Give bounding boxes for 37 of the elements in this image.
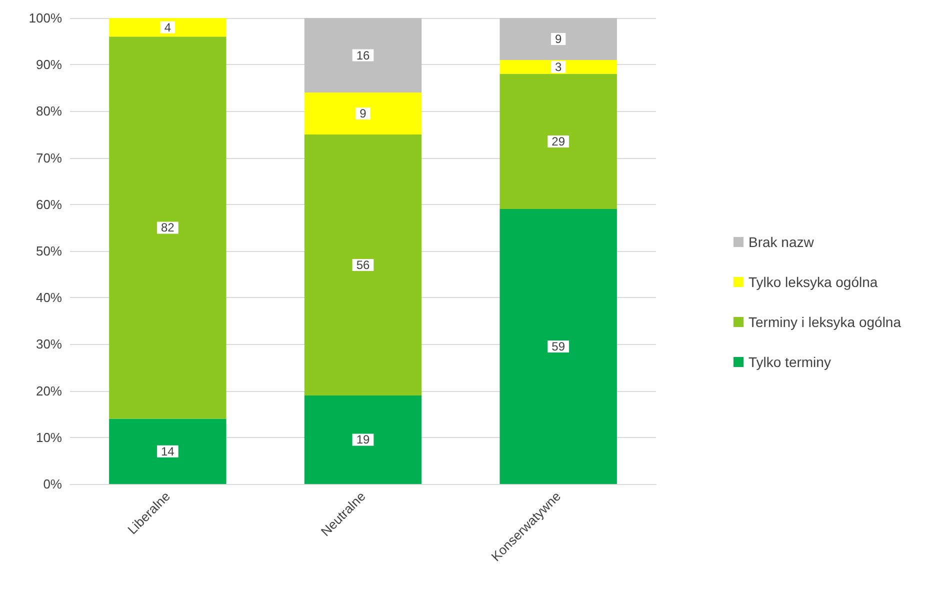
data-label: 4: [164, 20, 172, 34]
data-label: 14: [160, 444, 175, 458]
bar: [500, 74, 617, 210]
y-tick-label: 90%: [36, 57, 62, 72]
bar: [304, 92, 422, 134]
y-tick-label: 0%: [43, 476, 62, 492]
y-tick-label: 40%: [36, 290, 62, 306]
y-tick-label: 30%: [36, 336, 62, 352]
bar: [109, 18, 226, 37]
bar: [304, 395, 422, 484]
data-label: 29: [552, 134, 566, 148]
data-label: 19: [356, 432, 370, 447]
bar: [109, 418, 226, 484]
bar: [304, 134, 422, 396]
data-label: 3: [554, 60, 562, 74]
data-label: 9: [360, 106, 367, 121]
bar: [109, 36, 226, 419]
y-tick-label: 20%: [36, 383, 62, 398]
data-label: 56: [356, 258, 370, 272]
y-tick-label: 80%: [36, 104, 62, 119]
data-label: 59: [552, 340, 566, 354]
data-label: 16: [356, 48, 370, 62]
bar: [304, 18, 422, 93]
legend-label: Tylko leksyka ogólna: [748, 274, 878, 290]
data-label: 82: [160, 220, 175, 235]
y-tick-label: 70%: [36, 150, 62, 166]
bar: [500, 209, 617, 484]
y-tick-label: 10%: [36, 430, 62, 445]
bar: [500, 18, 617, 60]
legend-label: Terminy i leksyka ogólna: [748, 314, 902, 330]
bar: [500, 60, 617, 74]
legend-label: Brak nazw: [748, 234, 815, 250]
y-tick-label: 100%: [28, 10, 62, 26]
legend-label: Tylko terminy: [748, 354, 831, 370]
y-tick-label: 50%: [36, 244, 62, 258]
y-tick-label: 60%: [36, 196, 62, 212]
data-label: 9: [554, 32, 562, 46]
